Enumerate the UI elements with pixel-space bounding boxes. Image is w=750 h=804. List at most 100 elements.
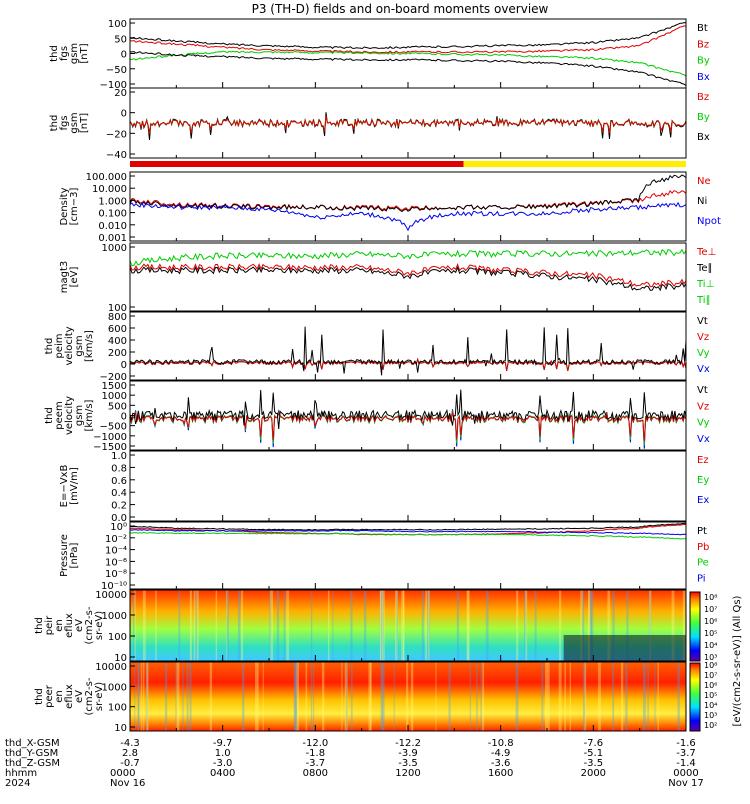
spectrogram-streak [215,590,218,661]
spectrogram-streak [435,662,437,731]
spectrogram-streak [226,590,228,661]
spectrogram-streak [327,590,330,661]
y-axis-label-line: peim [54,333,65,358]
spectrogram-streak [393,662,395,731]
spectrogram-streak [648,590,652,661]
spectrogram-streak [558,662,562,731]
spectrogram-streak [178,590,181,661]
colorbar-tick: 10⁴ [704,701,717,710]
spectrogram-streak [196,590,199,661]
spectrogram-streak [283,590,286,661]
legend-fgs_gsm_dc-Bz: Bz [697,92,709,103]
spectrogram-streak [146,662,149,731]
x-axis-value: 2000 [581,768,606,779]
spectrogram-streak [382,662,385,731]
series-Npot [129,201,687,232]
y-tick-label: 500 [108,401,127,412]
spectrogram-streak [581,590,585,661]
x-axis-value: -7.6 [584,738,604,749]
spectrogram-streak [351,662,353,731]
spectrogram-streak [350,590,353,661]
legend-pressure-Pb: Pb [697,542,709,553]
spectrogram-streak [421,590,424,661]
y-tick-label: 100 [108,632,127,643]
x-axis-value: 1200 [395,768,420,779]
spectrogram-streak [293,662,297,731]
spectrogram-streak [485,590,489,661]
spectrogram-streak [682,590,686,661]
y-tick-label: 0.2 [111,501,127,512]
spectrogram-streak [541,662,544,731]
spectrogram-streak [134,590,136,661]
y-tick-label: 10⁰ [110,522,127,533]
series-Pe [129,531,687,540]
spectrogram-streak [395,590,398,661]
legend-fgs_gsm_full-Bt: Bt [697,23,708,34]
spectrogram-streak [657,662,659,731]
legend-temperature-Ti∥: Ti∥ [696,295,711,306]
spectrogram-streak [642,662,646,731]
y-tick-label: −50 [106,65,127,76]
spectrogram-streak [534,590,537,661]
spectrogram-streak [625,662,628,731]
series-Bz [129,25,687,54]
y-axis-label-line: eV [74,690,85,703]
spectrogram-streak [311,662,313,731]
x-axis-value: -10.8 [488,738,514,749]
spectrogram-streak [237,590,241,661]
spectrogram-streak [175,662,177,731]
series-Vx [129,409,687,449]
spectrogram-streak [547,662,550,731]
y-axis-label-line: eflux [64,613,75,638]
x-axis-value: 0000 [110,768,135,779]
spectrogram-streak [240,590,244,661]
spectrogram-streak [226,590,229,661]
spectrogram-streak [516,590,519,661]
spectrogram-streak [363,590,367,661]
y-tick-label: 10⁻¹⁰ [101,581,127,592]
y-tick-label: −1000 [93,432,127,443]
y-axis-label-line: en [54,619,65,632]
series-Pi [129,529,687,536]
spectrogram-streak [379,590,382,661]
x-axis-value: Nov 16 [110,778,145,789]
x-axis-value: -3.6 [491,758,511,769]
spectrogram-streak [241,662,245,731]
y-tick-label: 10.000 [92,184,127,195]
y-axis-label: magt3 [eV] [59,261,80,294]
spectrogram-streak [321,662,325,731]
y-axis-label-line: peir [44,615,55,635]
y-tick-label: 600 [108,324,127,335]
colorbar-tick: 10³ [704,711,717,720]
spectrogram-streak [466,590,469,661]
spectrogram-streak [186,662,189,731]
y-tick-label: 0.0 [111,513,127,524]
series-Vy [129,410,687,446]
y-tick-label: 1000 [102,611,127,622]
spectrogram-streak [164,662,168,731]
legend-peem_velocity-Vt: Vt [697,385,708,396]
y-tick-label: −40 [106,150,127,161]
spectrogram-streak [345,662,348,731]
y-axis-label-line: gsm [69,43,80,64]
colorbar-tick: 10⁶ [704,617,717,626]
legend-fgs_gsm_full-Bz: Bz [697,39,709,50]
legend-peim_velocity-Vx: Vx [697,364,710,375]
x-axis-value: -12.2 [395,738,421,749]
spectrogram-streak [140,662,143,731]
y-tick-label: 10⁻⁸ [105,569,127,580]
spectrogram-streak [176,662,180,731]
y-axis-label-line: thd [34,688,45,705]
colorbar-tick: 10³ [704,653,717,662]
panel-frame-peim_velocity [129,311,687,381]
y-tick-label: 10⁻⁴ [105,546,127,557]
spectrogram-streak [612,590,615,661]
x-axis-value: -1.8 [306,748,326,759]
spectrogram-streak [525,590,528,661]
y-axis-label-line: (cm2-s- [84,677,95,715]
x-axis-value: -0.7 [120,758,140,769]
x-axis-value: 1600 [488,768,513,779]
y-axis-label-line: Density [59,187,70,225]
